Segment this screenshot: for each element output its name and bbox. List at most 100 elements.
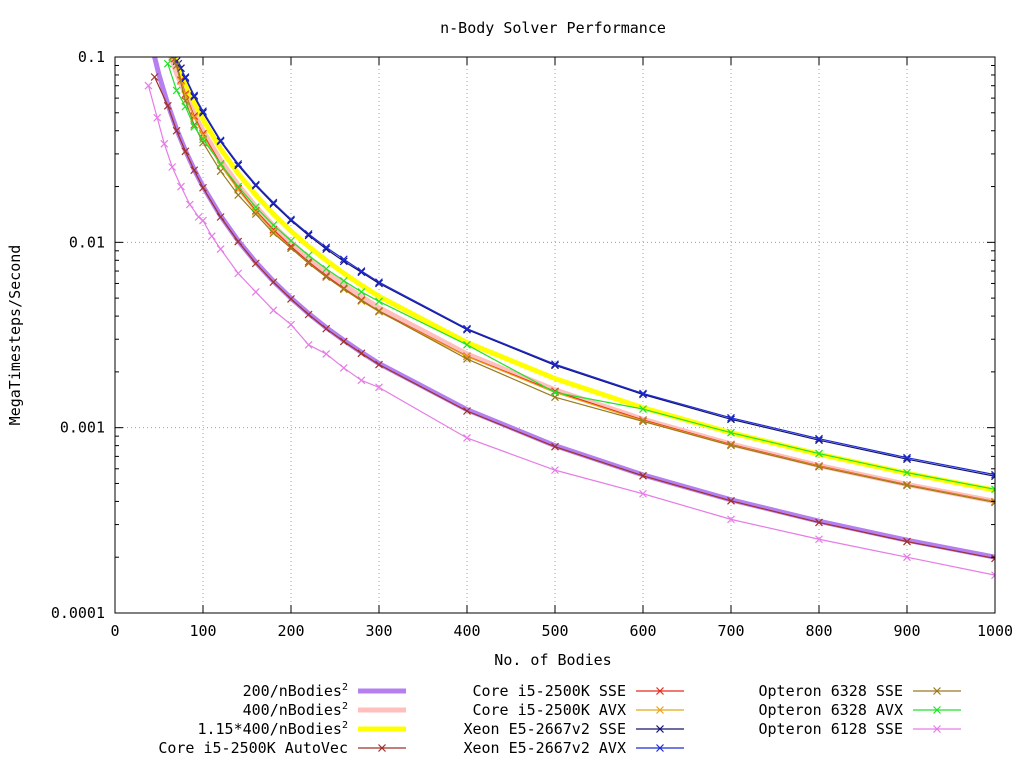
data-point: [304, 230, 313, 238]
data-point: [287, 295, 295, 303]
legend-item-9: Opteron 6328 AVX: [759, 701, 961, 719]
legend-marker: [656, 725, 664, 733]
data-point: [463, 407, 471, 415]
data-point: [322, 243, 331, 252]
data-point: [216, 167, 225, 176]
legend-label: Core i5-2500K SSE: [472, 682, 626, 700]
data-point: [216, 245, 225, 253]
data-point: [199, 216, 207, 225]
data-point: [216, 136, 225, 145]
data-point: [160, 139, 169, 148]
data-point: [269, 198, 278, 207]
data-point: [150, 73, 159, 81]
data-point: [639, 417, 647, 426]
data-point: [287, 242, 295, 251]
legend-marker: [656, 687, 664, 695]
legend: 200/nBodies2400/nBodies21.15*400/nBodies…: [158, 682, 961, 757]
legend-label: Opteron 6328 SSE: [759, 682, 904, 700]
series-line: [167, 63, 995, 490]
data-point: [639, 405, 647, 413]
data-point: [551, 442, 559, 451]
data-point: [991, 485, 995, 494]
legend-item-1: 400/nBodies2: [243, 701, 406, 719]
legend-marker: [656, 706, 664, 714]
data-point: [251, 181, 260, 190]
data-point: [639, 471, 647, 480]
data-point: [375, 307, 383, 316]
data-point: [234, 237, 243, 246]
data-point: [251, 288, 260, 296]
data-point: [269, 306, 278, 315]
data-point: [172, 86, 181, 95]
data-point: [903, 481, 911, 490]
data-point: [234, 161, 243, 170]
data-point: [287, 216, 295, 225]
data-point: [339, 364, 348, 372]
data-point: [168, 57, 177, 61]
data-point: [357, 296, 366, 305]
data-point: [251, 180, 260, 189]
legend-marker: [933, 706, 941, 714]
data-point: [357, 349, 366, 358]
x-tick-label: 600: [629, 622, 656, 640]
series-line: [176, 60, 995, 477]
legend-label: Xeon E5-2667v2 SSE: [463, 720, 626, 738]
data-point: [172, 61, 181, 70]
data-point: [172, 126, 181, 135]
legend-item-0: 200/nBodies2: [243, 682, 406, 700]
data-point: [269, 229, 278, 238]
data-point: [269, 227, 278, 236]
data-point: [181, 147, 190, 156]
legend-marker: [378, 744, 386, 752]
data-point: [251, 210, 260, 219]
data-point: [357, 267, 366, 275]
data-point: [375, 383, 383, 392]
series-3: [150, 73, 995, 563]
data-point: [216, 213, 225, 221]
data-point: [163, 59, 172, 68]
data-point: [551, 388, 559, 397]
series-line: [147, 85, 995, 576]
data-point: [339, 337, 348, 346]
data-point: [144, 81, 153, 90]
data-point: [727, 428, 735, 437]
data-point: [551, 360, 559, 369]
y-tick-label: 0.01: [69, 233, 105, 251]
data-point: [322, 245, 331, 253]
x-tick-label: 900: [893, 622, 920, 640]
data-point: [251, 203, 260, 211]
data-point: [357, 376, 366, 385]
data-point: [903, 453, 911, 462]
data-point: [322, 324, 331, 333]
legend-item-8: Opteron 6328 SSE: [759, 682, 961, 700]
data-point: [375, 360, 383, 369]
plot-series: [144, 57, 995, 580]
x-tick-label: 300: [365, 622, 392, 640]
data-point: [185, 200, 194, 209]
legend-item-7: Xeon E5-2667v2 AVX: [463, 739, 684, 757]
data-point: [199, 107, 207, 116]
legend-label: Opteron 6328 AVX: [759, 701, 904, 719]
data-point: [322, 349, 331, 358]
data-point: [234, 191, 243, 199]
legend-item-3: Core i5-2500K AutoVec: [158, 739, 406, 757]
y-tick-label: 0.0001: [51, 604, 105, 622]
x-tick-label: 700: [717, 622, 744, 640]
data-point: [199, 138, 207, 147]
x-tick-label: 0: [110, 622, 119, 640]
data-point: [304, 251, 313, 260]
data-point: [339, 276, 348, 285]
data-point: [375, 297, 383, 306]
data-point: [269, 278, 278, 287]
data-point: [234, 269, 243, 278]
data-point: [181, 102, 190, 111]
data-point: [339, 257, 348, 266]
data-point: [234, 182, 243, 191]
data-point: [269, 200, 278, 208]
legend-item-5: Core i5-2500K AVX: [472, 701, 684, 719]
data-point: [199, 183, 207, 192]
x-tick-label: 200: [277, 622, 304, 640]
data-point: [727, 515, 735, 524]
